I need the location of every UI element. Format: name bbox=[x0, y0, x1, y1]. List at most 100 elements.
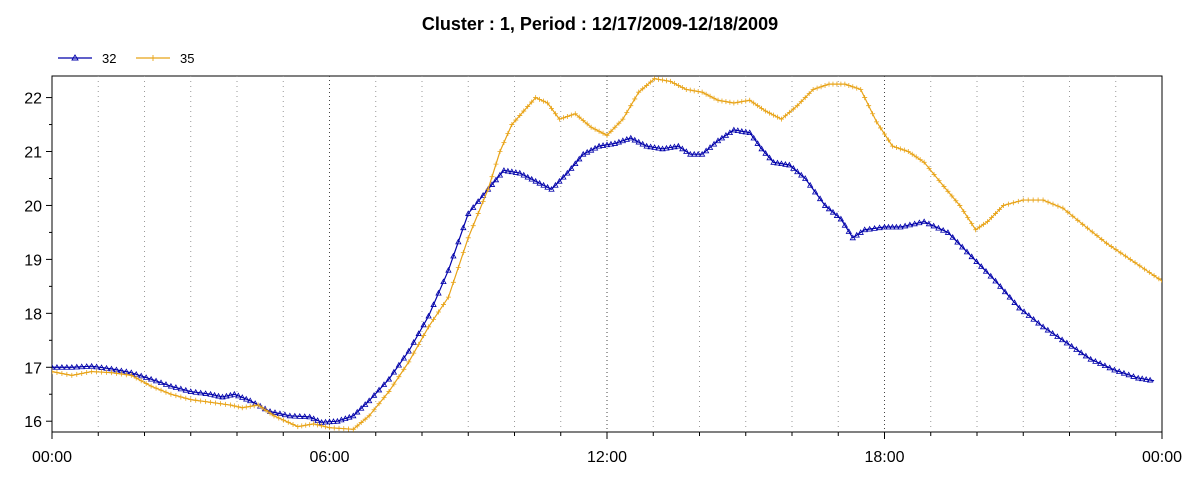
data-point bbox=[1030, 197, 1036, 203]
data-point bbox=[396, 374, 402, 380]
data-point bbox=[307, 422, 313, 428]
x-tick-label: 18:00 bbox=[864, 449, 904, 466]
data-point bbox=[778, 160, 785, 167]
data-point bbox=[572, 111, 578, 117]
data-point bbox=[53, 363, 61, 370]
data-point bbox=[202, 390, 209, 396]
data-point bbox=[63, 363, 71, 370]
data-point bbox=[415, 330, 422, 336]
data-point bbox=[651, 144, 658, 150]
data-point bbox=[513, 117, 519, 123]
data-point bbox=[358, 420, 364, 426]
data-point bbox=[862, 95, 868, 101]
data-point bbox=[825, 205, 833, 212]
y-tick-label: 19 bbox=[24, 252, 42, 269]
data-point bbox=[1050, 201, 1056, 207]
data-point bbox=[901, 222, 909, 229]
data-point bbox=[811, 188, 819, 195]
data-point bbox=[893, 144, 899, 150]
data-point bbox=[370, 391, 378, 398]
data-point bbox=[854, 85, 860, 91]
data-point bbox=[798, 99, 804, 105]
data-point bbox=[1025, 312, 1032, 318]
data-point bbox=[1073, 346, 1080, 352]
data-point bbox=[604, 132, 610, 138]
data-point bbox=[338, 416, 345, 423]
data-point bbox=[1142, 376, 1150, 382]
data-point bbox=[217, 401, 223, 407]
data-point bbox=[1146, 269, 1152, 275]
data-point bbox=[885, 137, 891, 143]
series-line-32 bbox=[52, 129, 1155, 423]
data-point bbox=[420, 321, 427, 328]
data-point bbox=[806, 181, 814, 188]
data-point bbox=[845, 228, 853, 234]
data-point bbox=[421, 333, 427, 339]
data-point bbox=[88, 362, 95, 369]
data-point bbox=[794, 103, 800, 109]
data-point bbox=[73, 363, 80, 370]
data-point bbox=[786, 161, 793, 168]
data-point bbox=[239, 394, 246, 400]
data-point bbox=[173, 393, 179, 399]
data-point bbox=[354, 423, 360, 429]
data-point bbox=[215, 392, 222, 399]
data-point bbox=[123, 372, 129, 378]
data-point bbox=[1025, 197, 1031, 203]
series-35 bbox=[52, 76, 1171, 432]
data-point bbox=[758, 145, 765, 152]
data-point bbox=[786, 109, 792, 115]
data-point bbox=[371, 407, 377, 413]
data-point bbox=[504, 167, 512, 174]
data-point bbox=[755, 103, 761, 109]
data-point bbox=[687, 150, 694, 157]
data-point bbox=[703, 91, 709, 97]
data-point bbox=[1166, 283, 1171, 288]
data-point bbox=[623, 136, 631, 142]
data-point bbox=[231, 403, 237, 409]
data-point bbox=[271, 409, 279, 415]
data-point bbox=[306, 413, 313, 420]
data-point bbox=[295, 424, 301, 430]
data-point bbox=[549, 105, 554, 111]
data-point bbox=[871, 225, 878, 231]
data-point bbox=[436, 309, 442, 315]
data-point bbox=[759, 105, 765, 111]
data-point bbox=[163, 389, 169, 395]
data-point bbox=[743, 98, 749, 104]
data-point bbox=[849, 234, 856, 241]
data-point bbox=[496, 171, 504, 178]
data-point bbox=[901, 147, 907, 153]
data-point bbox=[829, 208, 837, 215]
data-point bbox=[168, 391, 174, 397]
data-point bbox=[930, 222, 937, 229]
data-point bbox=[430, 301, 437, 307]
data-point bbox=[128, 372, 134, 378]
data-point bbox=[695, 89, 701, 95]
data-point bbox=[961, 209, 967, 215]
data-point bbox=[536, 179, 543, 186]
data-point bbox=[552, 111, 558, 117]
data-point bbox=[326, 418, 333, 425]
data-point bbox=[157, 379, 165, 386]
data-point bbox=[957, 202, 963, 208]
data-point bbox=[870, 111, 876, 117]
data-point bbox=[524, 173, 531, 180]
data-point bbox=[1080, 221, 1086, 227]
data-point bbox=[303, 422, 309, 428]
data-point bbox=[707, 93, 713, 99]
data-point bbox=[1116, 368, 1123, 374]
data-point bbox=[440, 302, 446, 308]
data-point bbox=[941, 184, 947, 190]
data-point bbox=[683, 148, 690, 154]
data-point bbox=[167, 382, 175, 389]
data-point bbox=[739, 99, 745, 105]
data-point bbox=[814, 85, 820, 91]
data-point bbox=[909, 151, 915, 157]
data-point bbox=[74, 371, 80, 377]
data-point bbox=[142, 374, 150, 380]
data-point bbox=[58, 363, 66, 370]
data-point bbox=[342, 415, 349, 421]
data-point bbox=[271, 413, 277, 419]
data-point bbox=[416, 341, 422, 347]
